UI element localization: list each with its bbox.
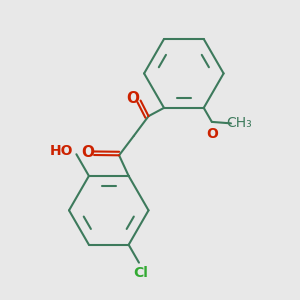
Text: HO: HO [50,144,74,158]
Text: O: O [206,127,218,141]
Text: O: O [127,91,140,106]
Text: Cl: Cl [133,266,148,280]
Text: CH₃: CH₃ [226,116,252,130]
Text: O: O [81,145,94,160]
